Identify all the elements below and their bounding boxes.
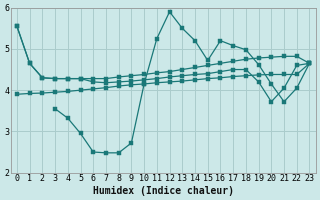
X-axis label: Humidex (Indice chaleur): Humidex (Indice chaleur) [93,186,234,196]
